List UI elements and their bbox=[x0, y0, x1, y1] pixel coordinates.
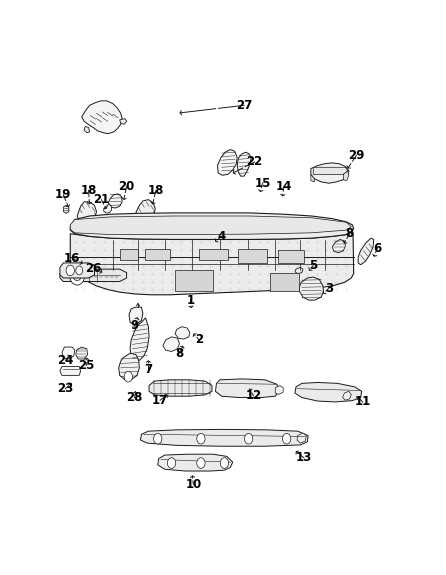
Polygon shape bbox=[129, 307, 143, 325]
Polygon shape bbox=[136, 200, 155, 222]
Polygon shape bbox=[158, 454, 233, 471]
Text: 22: 22 bbox=[246, 155, 263, 168]
Circle shape bbox=[197, 458, 205, 469]
Polygon shape bbox=[270, 273, 299, 292]
Polygon shape bbox=[82, 101, 122, 133]
Text: 17: 17 bbox=[152, 394, 168, 407]
Polygon shape bbox=[70, 213, 354, 239]
Text: 28: 28 bbox=[126, 391, 143, 404]
Polygon shape bbox=[60, 269, 127, 282]
Circle shape bbox=[66, 265, 74, 276]
Polygon shape bbox=[358, 238, 374, 264]
Text: 6: 6 bbox=[373, 242, 381, 255]
Polygon shape bbox=[145, 249, 170, 260]
Polygon shape bbox=[77, 202, 96, 225]
Polygon shape bbox=[62, 347, 75, 359]
Text: 18: 18 bbox=[148, 184, 164, 197]
Polygon shape bbox=[63, 205, 69, 213]
Polygon shape bbox=[149, 380, 212, 396]
Circle shape bbox=[244, 434, 253, 444]
Polygon shape bbox=[163, 337, 179, 351]
Polygon shape bbox=[119, 353, 140, 380]
Text: 16: 16 bbox=[64, 252, 81, 265]
Circle shape bbox=[70, 266, 85, 285]
Polygon shape bbox=[76, 347, 87, 359]
Text: 13: 13 bbox=[296, 451, 312, 464]
Polygon shape bbox=[175, 270, 213, 292]
Polygon shape bbox=[175, 327, 190, 339]
Polygon shape bbox=[120, 249, 138, 260]
Text: 3: 3 bbox=[325, 282, 333, 294]
Polygon shape bbox=[275, 386, 283, 394]
Circle shape bbox=[197, 434, 205, 444]
Circle shape bbox=[220, 458, 229, 469]
Text: 26: 26 bbox=[86, 262, 102, 275]
Polygon shape bbox=[343, 171, 349, 181]
Polygon shape bbox=[70, 232, 354, 295]
Text: 29: 29 bbox=[348, 149, 365, 162]
Polygon shape bbox=[237, 152, 251, 176]
Text: 15: 15 bbox=[254, 177, 271, 190]
Polygon shape bbox=[218, 150, 237, 175]
Circle shape bbox=[76, 266, 83, 275]
Polygon shape bbox=[332, 239, 345, 253]
Polygon shape bbox=[120, 118, 127, 124]
Circle shape bbox=[73, 270, 81, 281]
Polygon shape bbox=[199, 249, 228, 260]
Text: 18: 18 bbox=[80, 184, 97, 197]
Text: 10: 10 bbox=[185, 478, 202, 491]
Text: 11: 11 bbox=[355, 396, 371, 408]
Polygon shape bbox=[60, 263, 95, 278]
Text: 27: 27 bbox=[236, 99, 252, 112]
Text: 19: 19 bbox=[55, 188, 71, 201]
Text: 14: 14 bbox=[276, 180, 292, 193]
Polygon shape bbox=[297, 433, 306, 443]
Polygon shape bbox=[215, 379, 279, 397]
Circle shape bbox=[124, 371, 132, 382]
Text: 25: 25 bbox=[78, 359, 95, 372]
Polygon shape bbox=[84, 126, 90, 133]
Polygon shape bbox=[343, 392, 351, 400]
Text: 24: 24 bbox=[57, 354, 74, 367]
Text: 1: 1 bbox=[186, 294, 194, 306]
Polygon shape bbox=[60, 366, 81, 375]
Text: 5: 5 bbox=[309, 259, 318, 272]
Polygon shape bbox=[295, 267, 303, 274]
Polygon shape bbox=[108, 194, 122, 208]
Polygon shape bbox=[295, 382, 362, 402]
Polygon shape bbox=[311, 174, 314, 182]
Polygon shape bbox=[238, 249, 267, 263]
Text: 4: 4 bbox=[218, 230, 226, 243]
Polygon shape bbox=[70, 216, 351, 235]
Polygon shape bbox=[130, 318, 149, 361]
Polygon shape bbox=[313, 167, 348, 174]
Circle shape bbox=[167, 458, 176, 469]
Text: 7: 7 bbox=[145, 363, 153, 375]
Polygon shape bbox=[103, 205, 112, 213]
Circle shape bbox=[282, 434, 291, 444]
Polygon shape bbox=[278, 250, 304, 263]
Text: 8: 8 bbox=[346, 227, 354, 240]
Polygon shape bbox=[311, 163, 349, 183]
Text: 9: 9 bbox=[130, 319, 139, 332]
Text: 12: 12 bbox=[245, 389, 262, 402]
Text: 23: 23 bbox=[57, 382, 74, 395]
Circle shape bbox=[153, 434, 162, 444]
Text: 8: 8 bbox=[175, 347, 184, 360]
Polygon shape bbox=[140, 430, 308, 446]
Text: 2: 2 bbox=[195, 334, 203, 347]
Text: 21: 21 bbox=[93, 193, 110, 206]
Text: 20: 20 bbox=[119, 180, 135, 193]
Polygon shape bbox=[299, 277, 324, 300]
